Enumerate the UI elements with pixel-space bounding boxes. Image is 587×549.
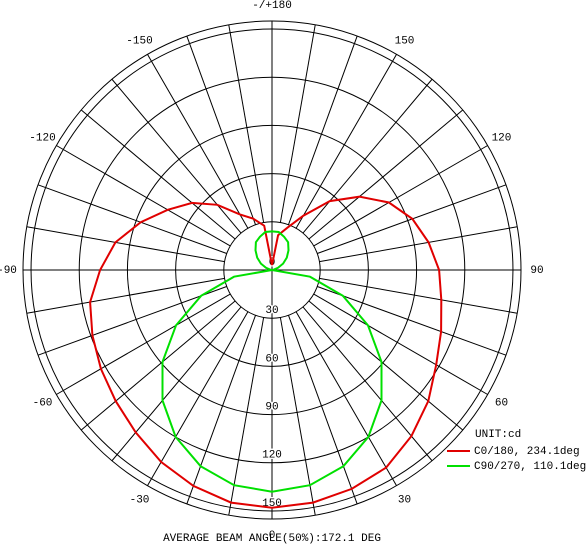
spoke <box>228 24 265 223</box>
spoke <box>111 78 242 234</box>
angle-tick-label: 90 <box>530 265 543 277</box>
angle-tick-label: -60 <box>33 397 53 409</box>
spoke <box>308 300 464 431</box>
ring <box>78 76 466 464</box>
spoke <box>56 145 231 247</box>
ring <box>175 173 369 367</box>
spoke <box>319 226 518 263</box>
angle-tick-label: 150 <box>395 35 415 47</box>
unit-label: UNIT:cd <box>475 429 521 441</box>
angle-tick-label: -120 <box>29 132 55 144</box>
spoke <box>313 145 488 247</box>
angle-tick-label: 0 <box>269 530 276 542</box>
spoke <box>288 35 358 225</box>
spoke <box>308 109 464 240</box>
legend-label: C0/180, 234.1deg <box>474 446 580 458</box>
spoke <box>295 54 397 229</box>
spoke <box>317 286 507 356</box>
spoke <box>319 277 518 314</box>
spoke <box>111 306 242 462</box>
spoke <box>37 286 227 356</box>
ring <box>126 124 418 416</box>
ring <box>223 221 321 319</box>
spoke <box>186 315 256 505</box>
spoke <box>279 317 316 516</box>
spoke <box>288 315 358 505</box>
spoke <box>147 311 249 486</box>
angle-tick-label: -30 <box>130 494 150 506</box>
spoke <box>302 306 433 462</box>
r-tick-label: 90 <box>265 401 278 413</box>
spoke <box>228 317 265 516</box>
series-line <box>89 195 443 509</box>
series-line <box>161 230 383 493</box>
r-tick-label: 120 <box>262 450 282 462</box>
legend-label: C90/270, 110.1deg <box>474 461 586 473</box>
angle-tick-label: 60 <box>495 397 508 409</box>
spoke <box>295 311 397 486</box>
angle-tick-label: 120 <box>492 132 512 144</box>
spoke <box>313 293 488 395</box>
r-tick-label: 60 <box>265 353 278 365</box>
angle-tick-label: -/+180 <box>252 0 292 12</box>
spoke <box>26 277 225 314</box>
spoke <box>302 78 433 234</box>
angle-tick-label: 30 <box>398 494 411 506</box>
spoke <box>147 54 249 229</box>
spoke <box>80 300 236 431</box>
angle-tick-label: -150 <box>126 35 152 47</box>
spoke <box>279 24 316 223</box>
spoke <box>56 293 231 395</box>
ring <box>30 28 514 512</box>
spoke <box>186 35 256 225</box>
spoke <box>37 184 227 254</box>
footer: AVERAGE BEAM ANGLE(50%):172.1 DEG <box>163 533 381 545</box>
r-tick-label: 30 <box>265 305 278 317</box>
angle-tick-label: -90 <box>0 265 17 277</box>
spoke <box>26 226 225 263</box>
spoke <box>80 109 236 240</box>
